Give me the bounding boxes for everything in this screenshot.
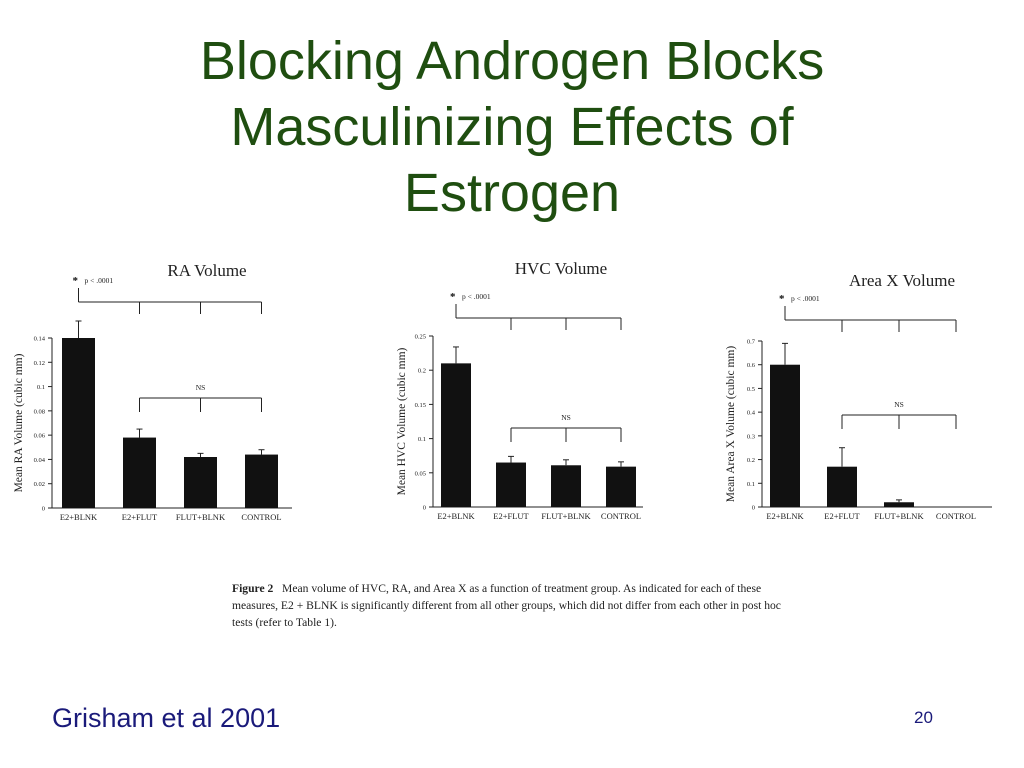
chart-title: RA Volume bbox=[167, 261, 246, 280]
bar bbox=[770, 364, 800, 507]
bar bbox=[884, 502, 914, 507]
y-axis-label: Mean HVC Volume (cubic mm) bbox=[396, 347, 408, 495]
figure-caption: Figure 2 Mean volume of HVC, RA, and Are… bbox=[232, 580, 792, 631]
chart-title: Area X Volume bbox=[849, 271, 955, 290]
y-tick-label: 0.02 bbox=[34, 481, 45, 488]
y-tick-label: 0.4 bbox=[747, 410, 756, 417]
bar bbox=[62, 338, 95, 508]
slide-title-line: Masculinizing Effects of bbox=[230, 97, 794, 157]
sig-asterisk: * bbox=[779, 293, 785, 305]
bar bbox=[606, 466, 636, 507]
ns-label: NS bbox=[894, 400, 904, 409]
y-tick-label: 0 bbox=[423, 505, 426, 512]
bar bbox=[184, 457, 217, 508]
y-tick-label: 0.2 bbox=[418, 368, 426, 375]
y-tick-label: 0.25 bbox=[415, 334, 426, 341]
y-tick-label: 0 bbox=[42, 506, 45, 513]
y-tick-label: 0.06 bbox=[34, 433, 46, 440]
bar bbox=[827, 466, 857, 507]
x-category-label: FLUT+BLNK bbox=[176, 512, 226, 522]
ns-label: NS bbox=[561, 413, 571, 422]
y-tick-label: 0.15 bbox=[415, 402, 426, 409]
bar bbox=[123, 437, 156, 508]
slide-title-line: Estrogen bbox=[403, 163, 621, 223]
x-category-label: E2+FLUT bbox=[122, 512, 158, 522]
x-category-label: FLUT+BLNK bbox=[541, 511, 591, 521]
area-x-volume-chart: Area X Volume 0 0.1 0.2 0.3 0.4 0.5 0.6 0.7 Mean … bbox=[725, 271, 992, 521]
sig-label: p < .0001 bbox=[791, 294, 820, 303]
y-tick-label: 0.6 bbox=[747, 362, 756, 369]
sig-asterisk: * bbox=[450, 291, 456, 303]
slide-title-line: Blocking Androgen Blocks bbox=[199, 31, 825, 91]
x-category-label: E2+BLNK bbox=[437, 511, 475, 521]
x-category-label: CONTROL bbox=[241, 512, 281, 522]
sig-asterisk: * bbox=[73, 275, 79, 287]
y-tick-label: 0.14 bbox=[34, 336, 46, 343]
y-tick-label: 0.5 bbox=[747, 386, 755, 393]
y-tick-label: 0.1 bbox=[747, 481, 755, 488]
bar bbox=[551, 465, 581, 507]
y-tick-label: 0.3 bbox=[747, 433, 755, 440]
x-category-label: CONTROL bbox=[936, 511, 976, 521]
y-tick-label: 0.04 bbox=[34, 457, 46, 464]
y-tick-label: 0.7 bbox=[747, 339, 756, 346]
x-category-label: E2+FLUT bbox=[824, 511, 860, 521]
x-category-label: CONTROL bbox=[601, 511, 641, 521]
y-tick-label: 0.2 bbox=[747, 457, 755, 464]
x-category-label: FLUT+BLNK bbox=[874, 511, 924, 521]
slide-title: Blocking Androgen Blocks Masculinizing E… bbox=[0, 28, 1024, 226]
ns-label: NS bbox=[196, 383, 206, 392]
sig-label: p < .0001 bbox=[85, 276, 114, 285]
y-tick-label: 0.08 bbox=[34, 408, 45, 415]
page-number: 20 bbox=[914, 708, 933, 727]
bar bbox=[245, 454, 278, 508]
figure-caption-text: Mean volume of HVC, RA, and Area X as a … bbox=[232, 582, 781, 629]
x-category-label: E2+BLNK bbox=[766, 511, 804, 521]
x-category-label: E2+BLNK bbox=[60, 512, 98, 522]
y-tick-label: 0 bbox=[752, 505, 755, 512]
y-tick-label: 0.1 bbox=[37, 384, 45, 391]
sig-label: p < .0001 bbox=[462, 292, 491, 301]
y-axis-label: Mean Area X Volume (cubic mm) bbox=[725, 346, 737, 503]
citation: Grisham et al 2001 bbox=[52, 703, 281, 733]
x-category-label: E2+FLUT bbox=[493, 511, 529, 521]
y-tick-label: 0.1 bbox=[418, 436, 426, 443]
figure-caption-label: Figure 2 bbox=[232, 582, 274, 595]
y-axis-label: Mean RA Volume (cubic mm) bbox=[13, 353, 25, 492]
bar bbox=[441, 363, 471, 507]
bar bbox=[496, 462, 526, 507]
hvc-volume-chart: HVC Volume 0 0.05 0.1 0.15 0.2 0.25 Mean HVC Vo… bbox=[396, 259, 643, 521]
ra-volume-chart: RA Volume 0 0.02 0.04 0.06 0.08 0.1 0.12 0.14 Mea… bbox=[13, 261, 292, 522]
y-tick-label: 0.05 bbox=[415, 470, 426, 477]
chart-title: HVC Volume bbox=[515, 259, 607, 278]
y-tick-label: 0.12 bbox=[34, 360, 45, 367]
